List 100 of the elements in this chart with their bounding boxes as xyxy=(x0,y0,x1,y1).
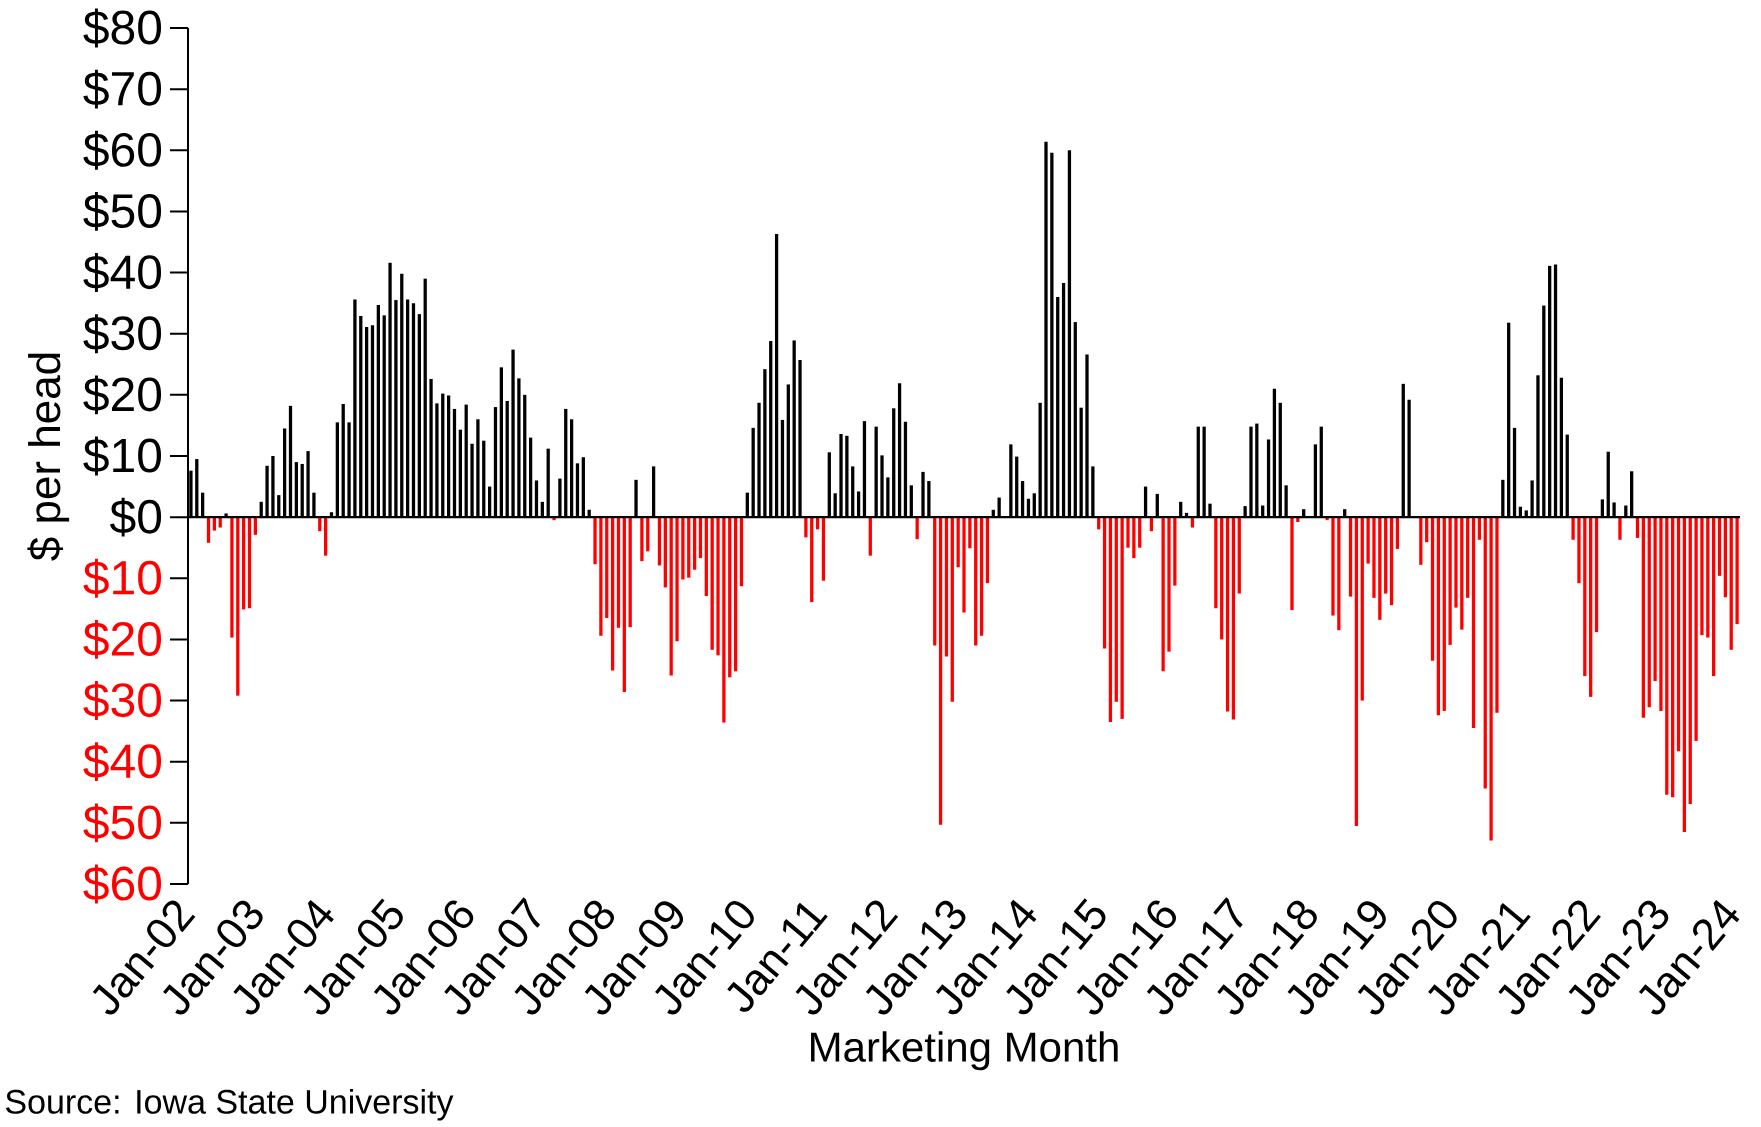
y-tick-label: $70 xyxy=(83,69,162,109)
bar xyxy=(728,517,732,678)
bar xyxy=(640,517,644,562)
bar xyxy=(1372,517,1376,598)
bar xyxy=(1348,517,1353,597)
y-axis-title: $ per head xyxy=(27,353,70,561)
bar xyxy=(1366,517,1370,564)
bar xyxy=(1354,517,1359,826)
bar xyxy=(1378,517,1382,620)
bar xyxy=(1360,517,1364,701)
bar xyxy=(599,517,603,636)
bar xyxy=(698,517,703,559)
source-note: Source: Iowa State University xyxy=(5,1088,454,1121)
y-tick-label: $20 xyxy=(83,375,162,415)
bar xyxy=(669,517,673,676)
bar xyxy=(1436,517,1441,716)
bar xyxy=(821,517,826,581)
bar xyxy=(687,517,691,578)
y-tick-label: $40 xyxy=(83,742,162,782)
bar xyxy=(628,517,632,628)
bar xyxy=(1483,517,1487,789)
bar xyxy=(1389,517,1394,606)
bar xyxy=(247,517,252,609)
bar xyxy=(1729,517,1733,650)
bar xyxy=(663,517,667,588)
bar xyxy=(1161,517,1165,672)
y-tick-label: $10 xyxy=(83,436,162,476)
bar xyxy=(1454,517,1458,608)
bar xyxy=(236,517,240,696)
y-tick-label: $10 xyxy=(83,558,162,598)
bar xyxy=(1717,517,1722,576)
bar xyxy=(1489,517,1493,841)
bar xyxy=(1337,517,1341,631)
bar xyxy=(1594,517,1599,633)
bar xyxy=(1132,517,1136,559)
bar xyxy=(1653,517,1657,681)
bar xyxy=(605,517,609,619)
bar xyxy=(1173,517,1177,586)
bar xyxy=(1442,517,1446,711)
y-tick-label: $40 xyxy=(83,253,162,292)
bar xyxy=(1688,517,1692,804)
x-axis-title: Marketing Month xyxy=(811,1031,1118,1071)
bar xyxy=(1120,517,1124,719)
bar xyxy=(1231,517,1236,720)
bar xyxy=(985,517,990,584)
bar xyxy=(1571,517,1575,540)
bar xyxy=(1671,517,1675,798)
bar xyxy=(1466,517,1470,598)
bar xyxy=(610,517,615,671)
bar xyxy=(1419,517,1423,565)
y-tick-label: $30 xyxy=(83,681,162,720)
bar xyxy=(1430,517,1435,661)
bar xyxy=(722,517,726,723)
bar xyxy=(1706,517,1710,638)
y-tick-label: $60 xyxy=(83,130,162,170)
bar xyxy=(938,517,943,825)
bar xyxy=(1108,517,1113,722)
bar xyxy=(1495,517,1499,713)
bar xyxy=(974,517,978,646)
bar xyxy=(1331,517,1335,616)
bar xyxy=(1723,517,1728,598)
bar xyxy=(593,517,597,565)
bar xyxy=(944,517,949,657)
bar xyxy=(1665,517,1669,795)
bar xyxy=(1471,517,1476,729)
bar xyxy=(242,517,246,610)
bar xyxy=(1735,517,1739,625)
bar xyxy=(1694,517,1698,741)
bar xyxy=(324,517,328,556)
y-tick-label: $80 xyxy=(83,8,162,48)
bar xyxy=(1647,517,1651,708)
bar xyxy=(1384,517,1388,594)
bar xyxy=(1167,517,1171,652)
bar xyxy=(1225,517,1230,712)
bar xyxy=(704,517,708,596)
bar xyxy=(1126,517,1130,548)
bar xyxy=(979,517,984,636)
bar xyxy=(1220,517,1224,640)
bar xyxy=(1214,517,1218,609)
y-tick-label: $0 xyxy=(110,497,162,537)
bar xyxy=(1138,517,1142,548)
bar xyxy=(804,517,808,538)
bar xyxy=(1460,517,1464,630)
y-tick-label: $20 xyxy=(83,619,162,659)
bar xyxy=(692,517,697,570)
bar xyxy=(1290,517,1294,611)
bar xyxy=(956,517,960,568)
bar xyxy=(716,517,720,656)
bar xyxy=(1676,517,1681,752)
bar xyxy=(1659,517,1663,711)
bar xyxy=(810,517,814,603)
bar xyxy=(230,517,234,638)
bar xyxy=(1618,517,1622,540)
bar xyxy=(1712,517,1716,677)
y-tick-label: $30 xyxy=(83,314,162,354)
bar xyxy=(1114,517,1118,702)
bar xyxy=(868,517,872,556)
bar xyxy=(622,517,626,692)
y-tick-label: $50 xyxy=(83,191,162,231)
bar xyxy=(968,517,972,549)
